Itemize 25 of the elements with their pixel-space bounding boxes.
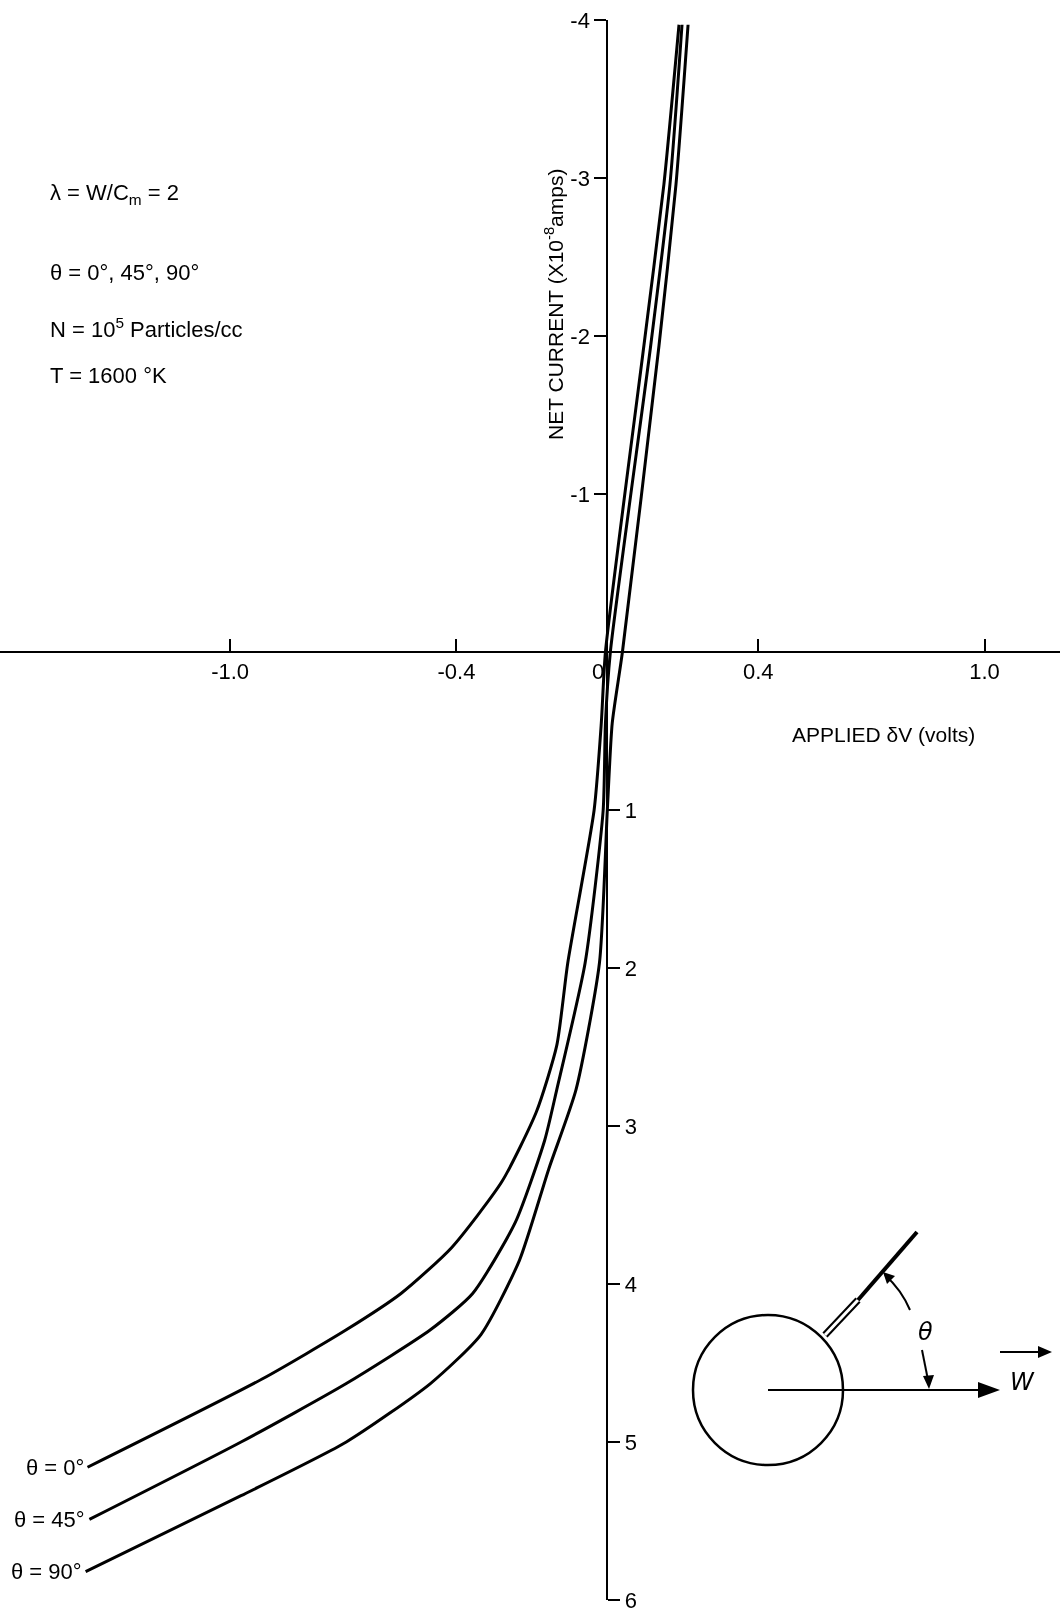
series-label: θ = 45° [14,1507,85,1532]
x-axis-title: APPLIED δV (volts) [792,723,976,746]
annotation: θ = 0°, 45°, 90° [50,260,200,285]
annotation: W [1010,1368,1035,1396]
y-tick-label: -1 [570,481,590,507]
x-tick-label: 0 [592,659,623,685]
y2-tick-label: 5 [624,1429,637,1455]
annotation: λ = W/C$_{m}$ = 2 [50,180,179,208]
x-tick-label: 0.4 [742,659,774,685]
x-tick-label: -0.4 [437,659,476,685]
y-tick-label: -4 [570,7,590,33]
series-label: θ = 0° [26,1455,85,1480]
y2-tick-label: 2 [624,955,637,981]
annotation: T = 1600 °K [50,363,167,388]
series-label: θ = 90° [11,1559,82,1584]
y2-tick-label: 3 [624,1113,637,1139]
annotation: θ [918,1318,933,1346]
y2-tick-label: 4 [624,1271,637,1297]
x-tick-label: 1.0 [969,659,1000,685]
x-tick-label: -1.0 [211,659,250,685]
annotation: N = 10$^{5}$ Particles/cc [50,314,243,343]
y2-tick-label: 1 [624,797,637,823]
y-tick-label: -2 [570,323,590,349]
y-tick-label: -3 [570,165,590,191]
y2-tick-label: 6 [624,1587,637,1613]
